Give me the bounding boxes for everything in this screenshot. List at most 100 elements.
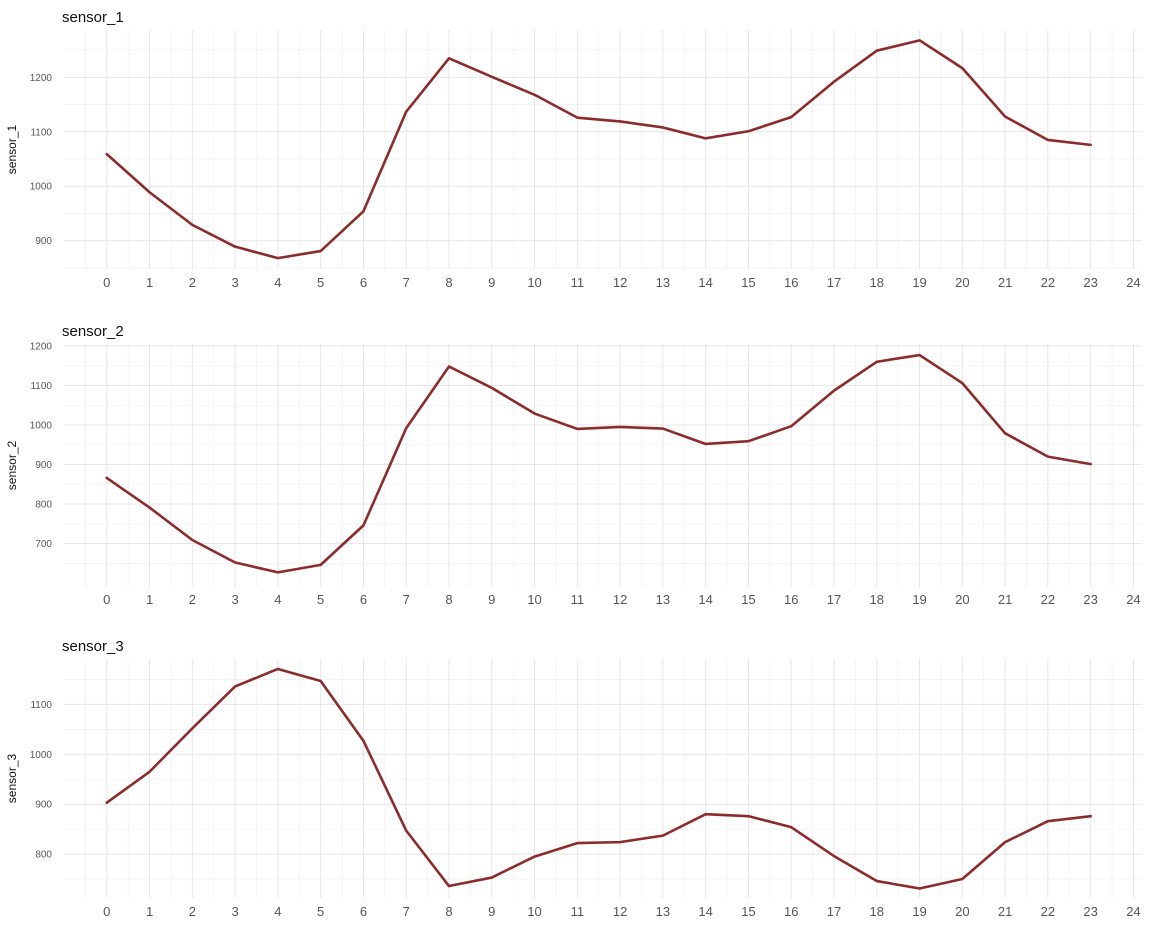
y-tick-label: 800	[35, 500, 52, 511]
x-tick-label: 10	[527, 275, 541, 290]
x-tick-label: 2	[189, 275, 196, 290]
y-tick-label: 1200	[30, 341, 53, 352]
x-tick-label: 16	[784, 904, 798, 919]
x-tick-label: 0	[103, 904, 110, 919]
y-axis-label: sensor_1	[5, 124, 19, 174]
x-tick-label: 13	[656, 275, 670, 290]
x-tick-label: 15	[741, 592, 755, 607]
panel-title: sensor_2	[62, 323, 124, 340]
x-tick-label: 7	[403, 592, 410, 607]
x-tick-label: 16	[784, 592, 798, 607]
x-tick-label: 14	[698, 275, 712, 290]
y-axis-label: sensor_2	[5, 440, 19, 490]
x-tick-label: 6	[360, 592, 367, 607]
x-tick-label: 19	[912, 904, 926, 919]
x-tick-label: 1	[146, 904, 153, 919]
x-tick-label: 19	[912, 275, 926, 290]
x-tick-label: 22	[1041, 904, 1055, 919]
x-tick-label: 24	[1126, 275, 1140, 290]
panel-title: sensor_1	[62, 9, 124, 26]
y-tick-label: 800	[35, 850, 52, 861]
x-tick-label: 4	[274, 904, 281, 919]
x-tick-label: 23	[1083, 904, 1097, 919]
x-tick-label: 18	[870, 904, 884, 919]
x-tick-label: 9	[488, 592, 495, 607]
y-tick-label: 1000	[30, 182, 53, 193]
x-tick-label: 22	[1041, 592, 1055, 607]
x-tick-label: 23	[1083, 592, 1097, 607]
x-tick-label: 6	[360, 904, 367, 919]
y-tick-label: 1100	[30, 127, 52, 138]
x-tick-label: 16	[784, 275, 798, 290]
x-tick-label: 3	[231, 592, 238, 607]
x-tick-label: 17	[827, 275, 841, 290]
x-tick-label: 5	[317, 592, 324, 607]
x-tick-label: 8	[445, 904, 452, 919]
y-tick-label: 1000	[30, 750, 53, 761]
x-tick-label: 15	[741, 904, 755, 919]
x-tick-label: 24	[1126, 904, 1140, 919]
series-line	[105, 39, 1092, 260]
x-tick-label: 10	[527, 904, 541, 919]
x-tick-label: 13	[656, 592, 670, 607]
x-tick-label: 12	[613, 275, 627, 290]
x-tick-label: 18	[870, 592, 884, 607]
x-tick-label: 13	[656, 904, 670, 919]
x-tick-label: 0	[103, 275, 110, 290]
series-line	[105, 353, 1092, 574]
x-tick-label: 4	[274, 592, 281, 607]
x-tick-label: 11	[571, 904, 585, 919]
x-tick-label: 1	[146, 275, 153, 290]
x-tick-label: 21	[998, 592, 1012, 607]
y-tick-label: 900	[35, 800, 52, 811]
x-tick-label: 5	[317, 275, 324, 290]
x-tick-label: 14	[698, 592, 712, 607]
y-tick-label: 700	[35, 539, 52, 550]
x-tick-label: 1	[146, 592, 153, 607]
series-line	[105, 667, 1092, 890]
x-tick-label: 7	[403, 275, 410, 290]
x-tick-label: 20	[955, 904, 969, 919]
y-tick-label: 1100	[30, 381, 52, 392]
x-tick-label: 20	[955, 275, 969, 290]
x-tick-label: 6	[360, 275, 367, 290]
x-tick-label: 22	[1041, 275, 1055, 290]
x-tick-label: 17	[827, 592, 841, 607]
x-tick-label: 21	[998, 904, 1012, 919]
y-axis-label: sensor_3	[5, 753, 19, 803]
y-tick-label: 900	[35, 460, 52, 471]
x-tick-label: 23	[1083, 275, 1097, 290]
x-tick-label: 3	[231, 275, 238, 290]
x-tick-label: 7	[403, 904, 410, 919]
x-tick-label: 5	[317, 904, 324, 919]
x-tick-label: 4	[274, 275, 281, 290]
x-tick-label: 15	[741, 275, 755, 290]
x-tick-label: 12	[613, 904, 627, 919]
x-tick-label: 12	[613, 592, 627, 607]
x-tick-label: 10	[527, 592, 541, 607]
x-tick-label: 11	[571, 275, 585, 290]
y-tick-label: 1100	[30, 700, 52, 711]
x-tick-label: 24	[1126, 592, 1140, 607]
x-tick-label: 9	[488, 275, 495, 290]
x-tick-label: 8	[445, 592, 452, 607]
y-tick-label: 1000	[30, 421, 53, 432]
x-tick-label: 9	[488, 904, 495, 919]
x-tick-label: 18	[870, 275, 884, 290]
x-tick-label: 8	[445, 275, 452, 290]
x-tick-label: 11	[571, 592, 585, 607]
panel-title: sensor_3	[62, 638, 124, 655]
x-tick-label: 17	[827, 904, 841, 919]
x-tick-label: 14	[698, 904, 712, 919]
x-tick-label: 2	[189, 904, 196, 919]
x-tick-label: 2	[189, 592, 196, 607]
y-tick-label: 900	[35, 236, 52, 247]
x-tick-label: 19	[912, 592, 926, 607]
y-tick-label: 1200	[30, 73, 53, 84]
x-tick-label: 21	[998, 275, 1012, 290]
